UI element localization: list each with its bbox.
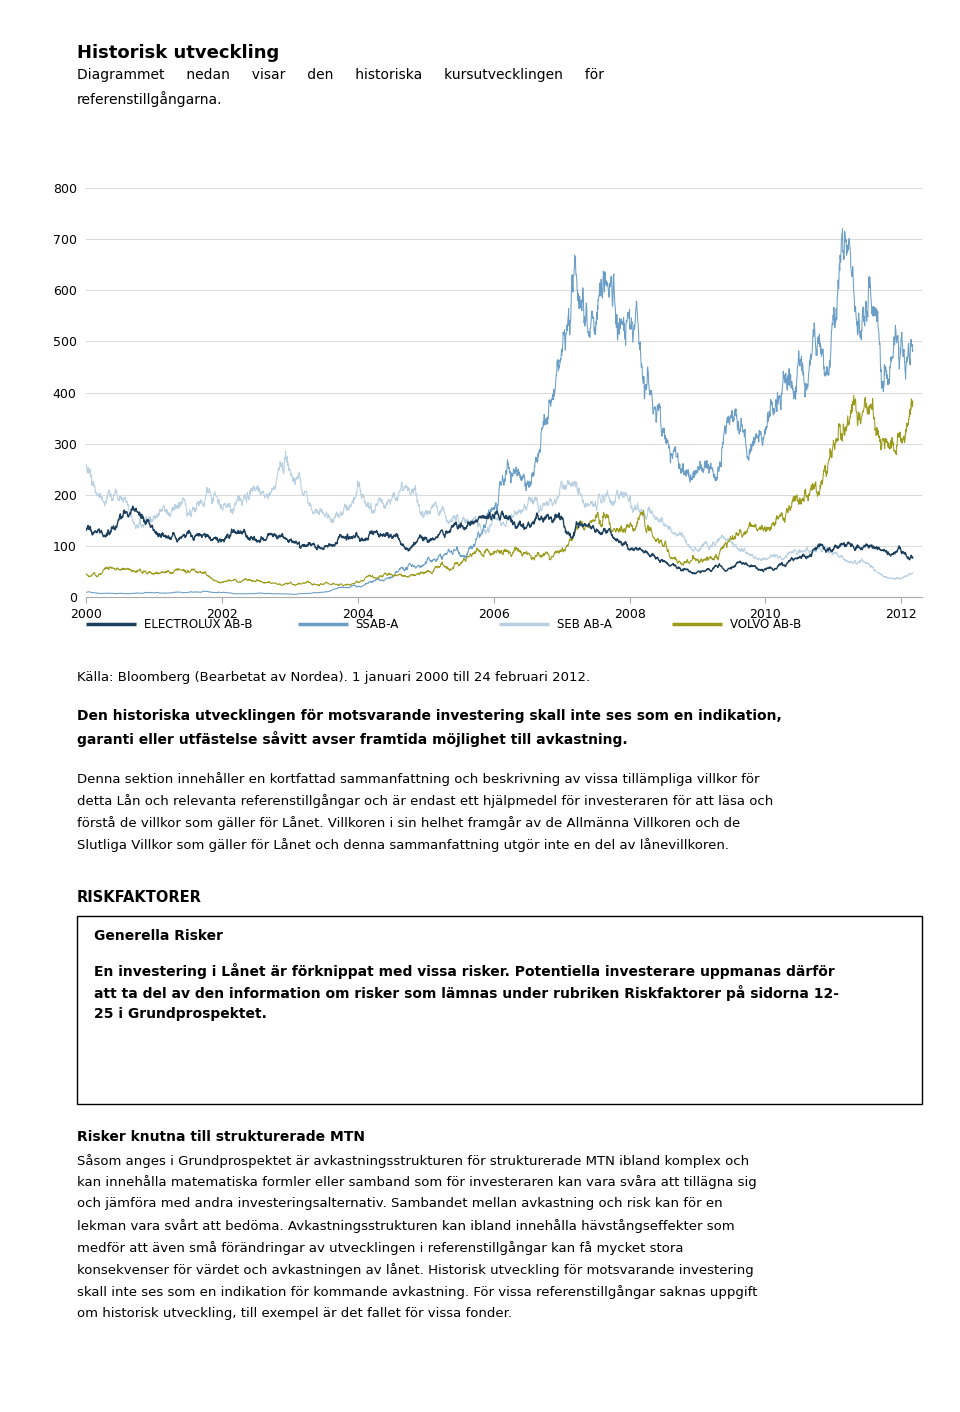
Text: att ta del av den information om risker som lämnas under rubriken Riskfaktorer p: att ta del av den information om risker … <box>94 986 839 1001</box>
Text: Denna sektion innehåller en kortfattad sammanfattning och beskrivning av vissa t: Denna sektion innehåller en kortfattad s… <box>77 772 759 786</box>
Text: Risker knutna till strukturerade MTN: Risker knutna till strukturerade MTN <box>77 1130 365 1144</box>
Text: förstå de villkor som gäller för Lånet. Villkoren i sin helhet framgår av de All: förstå de villkor som gäller för Lånet. … <box>77 816 740 830</box>
Text: Källa: Bloomberg (Bearbetat av Nordea). 1 januari 2000 till 24 februari 2012.: Källa: Bloomberg (Bearbetat av Nordea). … <box>77 671 590 683</box>
Text: Diagrammet     nedan     visar     den     historiska     kursutvecklingen     f: Diagrammet nedan visar den historiska ku… <box>77 68 604 82</box>
Text: om historisk utveckling, till exempel är det fallet för vissa fonder.: om historisk utveckling, till exempel är… <box>77 1308 512 1320</box>
Text: detta Lån och relevanta referenstillgångar och är endast ett hjälpmedel för inve: detta Lån och relevanta referenstillgång… <box>77 794 773 808</box>
Text: SSAB-A: SSAB-A <box>355 617 398 631</box>
Text: Såsom anges i Grundprospektet är avkastningsstrukturen för strukturerade MTN ibl: Såsom anges i Grundprospektet är avkastn… <box>77 1154 749 1168</box>
Text: medför att även små förändringar av utvecklingen i referenstillgångar kan få myc: medför att även små förändringar av utve… <box>77 1241 684 1255</box>
Text: Generella Risker: Generella Risker <box>94 929 223 943</box>
Text: VOLVO AB-B: VOLVO AB-B <box>730 617 801 631</box>
Text: skall inte ses som en indikation för kommande avkastning. För vissa referenstill: skall inte ses som en indikation för kom… <box>77 1285 757 1299</box>
Text: 25 i Grundprospektet.: 25 i Grundprospektet. <box>94 1007 267 1021</box>
Text: Historisk utveckling: Historisk utveckling <box>77 44 279 62</box>
Text: Den historiska utvecklingen för motsvarande investering skall inte ses som en in: Den historiska utvecklingen för motsvara… <box>77 709 781 723</box>
Text: ELECTROLUX AB-B: ELECTROLUX AB-B <box>144 617 252 631</box>
Text: Slutliga Villkor som gäller för Lånet och denna sammanfattning utgör inte en del: Slutliga Villkor som gäller för Lånet oc… <box>77 837 729 851</box>
Text: SEB AB-A: SEB AB-A <box>557 617 612 631</box>
Text: RISKFAKTORER: RISKFAKTORER <box>77 890 202 905</box>
Text: och jämföra med andra investeringsalternativ. Sambandet mellan avkastning och ri: och jämföra med andra investeringsaltern… <box>77 1197 723 1210</box>
Text: garanti eller utfästelse såvitt avser framtida möjlighet till avkastning.: garanti eller utfästelse såvitt avser fr… <box>77 731 628 747</box>
Text: En investering i Lånet är förknippat med vissa risker. Potentiella investerare u: En investering i Lånet är förknippat med… <box>94 963 835 979</box>
Text: konsekvenser för värdet och avkastningen av lånet. Historisk utveckling för mots: konsekvenser för värdet och avkastningen… <box>77 1262 754 1276</box>
Text: referenstillgångarna.: referenstillgångarna. <box>77 90 223 107</box>
Text: kan innehålla matematiska formler eller samband som för investeraren kan vara sv: kan innehålla matematiska formler eller … <box>77 1175 756 1189</box>
Text: lekman vara svårt att bedöma. Avkastningsstrukturen kan ibland innehålla hävstån: lekman vara svårt att bedöma. Avkastning… <box>77 1219 734 1233</box>
